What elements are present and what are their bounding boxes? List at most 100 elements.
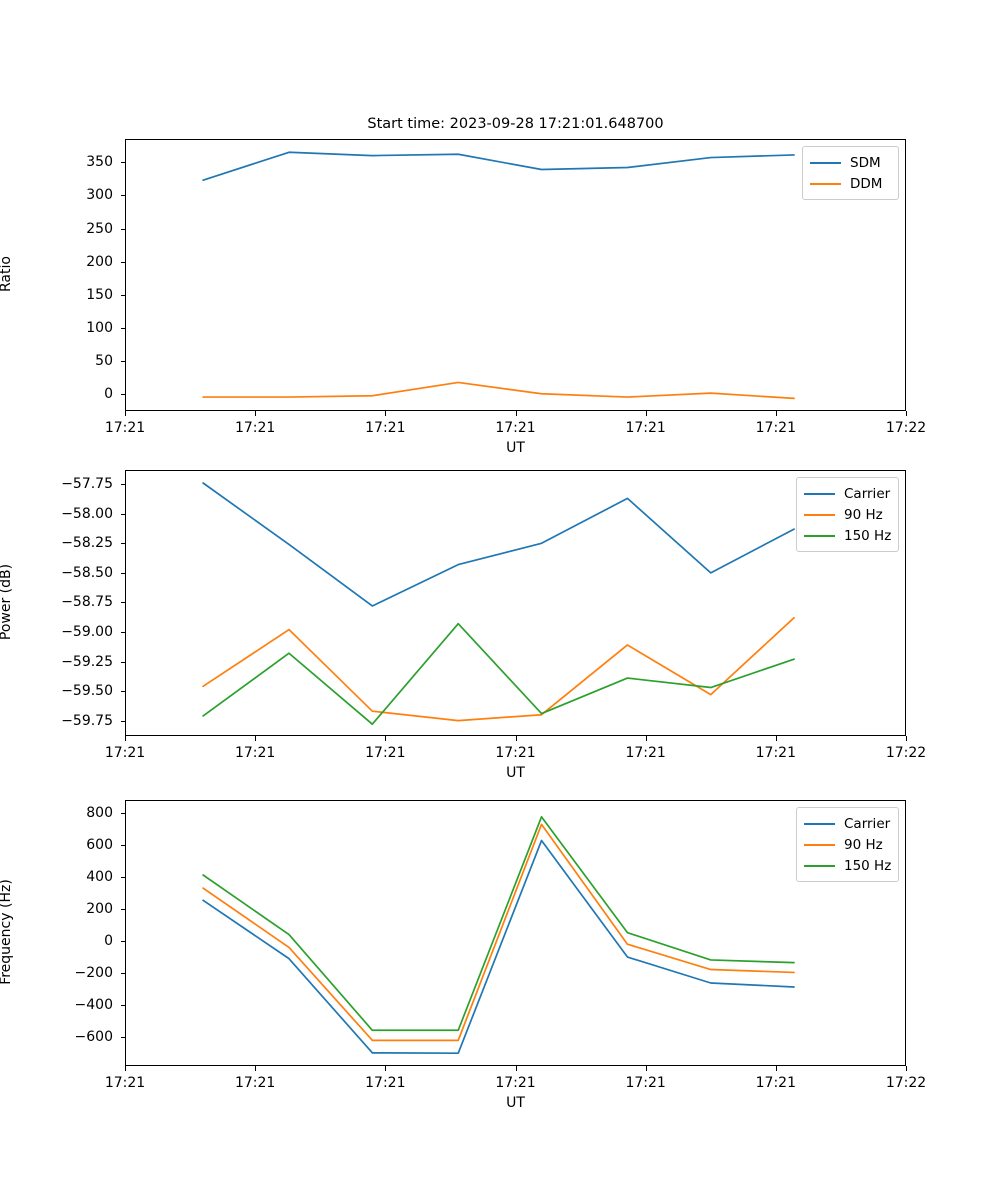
y-tick-label: −59.25 <box>61 653 113 670</box>
y-tick-label: 100 <box>86 320 113 337</box>
x-tick-mark <box>645 1066 647 1071</box>
series-line-ddm <box>202 381 795 400</box>
series-line-sdm <box>202 151 795 181</box>
legend-item-90-hz[interactable]: 90 Hz <box>804 504 891 525</box>
y-tick-label: 300 <box>86 187 113 204</box>
y-tick-label: −59.75 <box>61 712 113 729</box>
x-tick-mark <box>255 1066 257 1071</box>
x-tick-mark <box>906 1066 907 1071</box>
y-tick-label: 600 <box>86 836 113 853</box>
x-tick-mark <box>906 736 907 741</box>
legend-item-ddm[interactable]: DDM <box>810 173 891 194</box>
y-tick-label: −59.00 <box>61 623 113 640</box>
y-tick-label: 0 <box>104 933 113 949</box>
legend-label: DDM <box>850 175 883 192</box>
axes-frame <box>125 470 906 736</box>
x-tick-label: 17:21 <box>625 420 666 436</box>
x-tick-mark <box>515 736 517 741</box>
x-tick-mark <box>906 411 907 416</box>
legend-item-150-hz[interactable]: 150 Hz <box>804 525 891 546</box>
legend-item-90-hz[interactable]: 90 Hz <box>804 834 891 855</box>
x-tick-mark <box>125 736 126 741</box>
x-tick-label: 17:21 <box>495 1075 536 1091</box>
x-tick-label: 17:21 <box>755 1075 797 1091</box>
y-tick-label: 50 <box>95 353 113 370</box>
x-tick-label: 17:21 <box>365 745 406 761</box>
axes-frame <box>125 139 906 411</box>
legend-label: 90 Hz <box>844 836 883 853</box>
y-tick-mark <box>120 361 125 363</box>
x-tick-label: 17:21 <box>625 1075 666 1091</box>
legend-item-150-hz[interactable]: 150 Hz <box>804 855 891 876</box>
legend[interactable]: Carrier 90 Hz 150 Hz <box>796 477 899 552</box>
x-tick-label: 17:21 <box>104 745 146 761</box>
legend-label: Carrier <box>844 815 891 832</box>
y-tick-label: −59.50 <box>61 683 113 700</box>
x-tick-label: 17:21 <box>365 420 406 436</box>
y-tick-mark <box>120 261 125 263</box>
legend[interactable]: SDM DDM <box>802 146 899 200</box>
y-tick-mark <box>120 484 125 486</box>
y-tick-mark <box>120 876 125 878</box>
legend-label: 150 Hz <box>844 857 892 874</box>
x-tick-label: 17:21 <box>495 420 536 436</box>
x-tick-label: 17:21 <box>234 1075 276 1091</box>
y-tick-mark <box>120 513 125 515</box>
y-tick-mark <box>120 394 125 396</box>
y-tick-label: 350 <box>86 154 113 171</box>
x-tick-mark <box>385 1066 387 1071</box>
y-tick-mark <box>120 602 125 604</box>
legend-item-carrier[interactable]: Carrier <box>804 813 891 834</box>
legend-label: 90 Hz <box>844 506 883 523</box>
y-tick-label: −600 <box>74 1029 113 1046</box>
legend-swatch-icon <box>804 492 835 495</box>
x-tick-mark <box>775 1066 777 1071</box>
legend-item-carrier[interactable]: Carrier <box>804 483 891 504</box>
legend-swatch-icon <box>804 864 835 867</box>
y-tick-mark <box>120 195 125 197</box>
x-tick-mark <box>645 736 647 741</box>
y-tick-mark <box>120 572 125 574</box>
y-tick-label: 0 <box>104 386 113 403</box>
x-tick-label: 17:21 <box>104 420 146 436</box>
x-tick-label: 17:22 <box>885 745 927 761</box>
y-tick-mark <box>120 1005 125 1007</box>
y-tick-mark <box>120 812 125 814</box>
y-tick-label: −200 <box>74 965 113 982</box>
axes-frame <box>125 800 906 1066</box>
series-line-90-hz <box>202 823 795 1042</box>
x-tick-mark <box>385 411 387 416</box>
series-line-150-hz <box>202 622 795 726</box>
y-tick-mark <box>120 1037 125 1039</box>
series-line-carrier <box>202 482 795 607</box>
y-tick-mark <box>120 294 125 296</box>
legend-label: SDM <box>850 154 881 171</box>
legend-swatch-icon <box>804 843 835 846</box>
x-tick-label: 17:21 <box>234 745 276 761</box>
x-tick-mark <box>255 736 257 741</box>
x-axis-label: UT <box>506 765 525 781</box>
y-tick-mark <box>120 844 125 846</box>
legend-label: 150 Hz <box>844 527 892 544</box>
y-tick-label: 250 <box>86 220 113 237</box>
legend-swatch-icon <box>804 822 835 825</box>
y-tick-label: 800 <box>86 804 113 821</box>
legend-swatch-icon <box>810 182 841 185</box>
legend[interactable]: Carrier 90 Hz 150 Hz <box>796 807 899 882</box>
y-tick-label: −58.25 <box>61 535 113 552</box>
x-tick-label: 17:21 <box>104 1075 146 1091</box>
x-axis-label: UT <box>506 440 525 456</box>
legend-swatch-icon <box>804 513 835 516</box>
legend-item-sdm[interactable]: SDM <box>810 152 891 173</box>
y-tick-label: 200 <box>86 900 113 917</box>
y-tick-mark <box>120 328 125 330</box>
x-tick-label: 17:21 <box>755 420 797 436</box>
legend-swatch-icon <box>804 534 835 537</box>
series-line-carrier <box>202 839 795 1055</box>
y-tick-mark <box>120 543 125 545</box>
